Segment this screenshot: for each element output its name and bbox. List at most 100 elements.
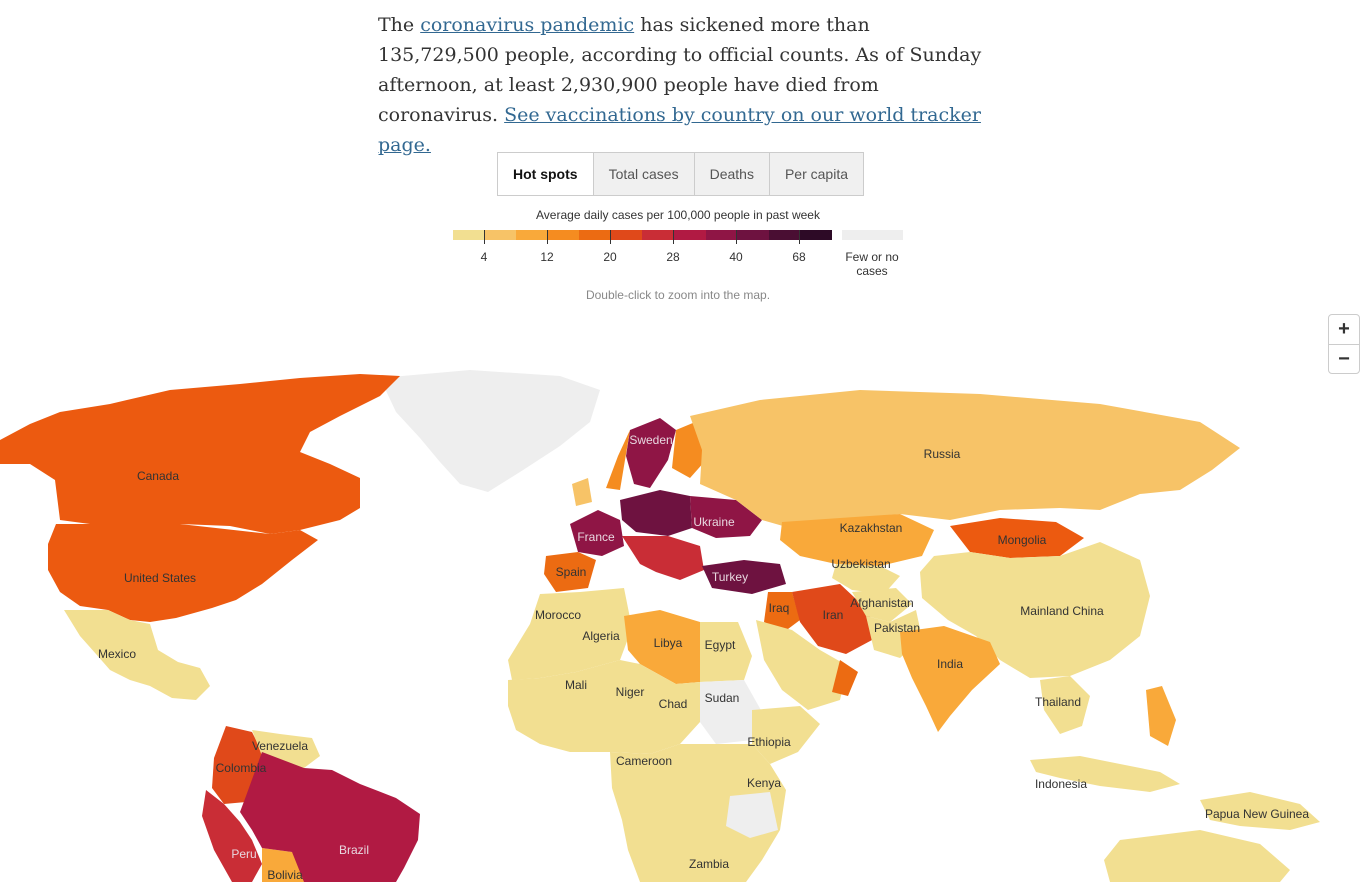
legend-no-cases-swatch bbox=[842, 230, 903, 240]
coronavirus-pandemic-link[interactable]: coronavirus pandemic bbox=[420, 14, 635, 36]
region-spain[interactable] bbox=[544, 552, 596, 592]
region-colombia[interactable] bbox=[212, 726, 262, 804]
region-bolivia[interactable] bbox=[262, 848, 310, 882]
legend-no-cases-label: Few or no cases bbox=[845, 250, 899, 278]
region-thailand[interactable] bbox=[1040, 676, 1090, 734]
region-mongolia[interactable] bbox=[950, 518, 1084, 558]
region-uk[interactable] bbox=[572, 478, 592, 506]
label-russia: Russia bbox=[924, 447, 961, 461]
zoom-out-button[interactable]: − bbox=[1338, 348, 1350, 370]
region-sweden[interactable] bbox=[626, 418, 676, 488]
region-oman[interactable] bbox=[832, 660, 858, 696]
legend-swatch bbox=[674, 230, 706, 240]
region-central-europe[interactable] bbox=[620, 490, 692, 536]
label-kazakhstan: Kazakhstan bbox=[840, 521, 903, 535]
region-egypt[interactable] bbox=[700, 622, 752, 682]
region-peru[interactable] bbox=[202, 790, 262, 882]
region-australia[interactable] bbox=[1104, 830, 1290, 882]
region-iraq[interactable] bbox=[764, 592, 800, 632]
label-libya: Libya bbox=[654, 636, 683, 650]
tab-hot-spots[interactable]: Hot spots bbox=[498, 153, 594, 195]
region-sudan[interactable] bbox=[700, 680, 762, 744]
label-mainland-china: Mainland China bbox=[1020, 604, 1104, 618]
legend-tick-label: 20 bbox=[603, 250, 617, 264]
region-united-states[interactable] bbox=[48, 524, 318, 622]
world-tracker-link[interactable]: See vaccinations by country on our world… bbox=[378, 104, 981, 156]
region-italy-balkans[interactable] bbox=[622, 536, 704, 580]
label-uzbekistan: Uzbekistan bbox=[831, 557, 890, 571]
zoom-in-button[interactable]: + bbox=[1329, 315, 1359, 345]
label-thailand: Thailand bbox=[1035, 695, 1081, 709]
region-tanzania[interactable] bbox=[726, 792, 778, 838]
label-sudan: Sudan bbox=[705, 691, 740, 705]
label-cameroon: Cameroon bbox=[616, 754, 672, 768]
legend-swatch bbox=[579, 230, 611, 240]
legend-tick bbox=[736, 230, 737, 244]
label-venezuela: Venezuela bbox=[252, 739, 308, 753]
region-ukraine[interactable] bbox=[690, 496, 762, 538]
label-canada: Canada bbox=[137, 469, 179, 483]
region-iran[interactable] bbox=[792, 584, 872, 654]
tab-total-cases[interactable]: Total cases bbox=[593, 153, 695, 195]
legend-title: Average daily cases per 100,000 people i… bbox=[536, 208, 820, 222]
legend-tick-label: 28 bbox=[666, 250, 680, 264]
legend-swatch bbox=[484, 230, 517, 240]
region-papua-new-guinea[interactable] bbox=[1200, 792, 1320, 830]
legend-tick bbox=[610, 230, 611, 244]
legend-swatch bbox=[705, 230, 738, 240]
legend-tick-label: 40 bbox=[729, 250, 743, 264]
legend-swatch bbox=[642, 230, 675, 240]
region-kazakhstan[interactable] bbox=[780, 514, 934, 566]
intro-text-start: The bbox=[378, 14, 421, 36]
intro-text-middle: has sickened more than 135,729,500 peopl… bbox=[378, 14, 982, 126]
region-brazil[interactable] bbox=[240, 752, 420, 882]
label-iraq: Iraq bbox=[769, 601, 790, 615]
label-mongolia: Mongolia bbox=[998, 533, 1047, 547]
legend-color-scale bbox=[453, 230, 832, 240]
region-france[interactable] bbox=[570, 510, 624, 556]
region-libya[interactable] bbox=[624, 610, 700, 684]
legend-swatch bbox=[768, 230, 801, 240]
region-ethiopia-east[interactable] bbox=[752, 706, 820, 764]
region-arabia[interactable] bbox=[756, 620, 848, 710]
label-zambia: Zambia bbox=[689, 857, 729, 871]
zoom-control: + − bbox=[1328, 314, 1360, 374]
region-mexico[interactable] bbox=[64, 610, 210, 700]
region-norway-finland[interactable] bbox=[606, 420, 706, 490]
region-mainland-china[interactable] bbox=[920, 542, 1150, 678]
region-canada[interactable] bbox=[0, 374, 400, 534]
region-sahel[interactable] bbox=[508, 660, 700, 754]
legend-tick bbox=[547, 230, 548, 244]
legend-tick bbox=[799, 230, 800, 244]
label-iran: Iran bbox=[823, 608, 844, 622]
label-spain: Spain bbox=[556, 565, 587, 579]
legend-tick-label: 68 bbox=[792, 250, 806, 264]
region-morocco-algeria[interactable] bbox=[508, 588, 632, 680]
region-greenland[interactable] bbox=[380, 370, 600, 492]
region-turkey[interactable] bbox=[702, 560, 786, 594]
region-india[interactable] bbox=[900, 626, 1000, 732]
region-indonesia[interactable] bbox=[1030, 756, 1180, 792]
label-afghanistan: Afghanistan bbox=[850, 596, 913, 610]
region-philippines[interactable] bbox=[1146, 686, 1176, 746]
label-indonesia: Indonesia bbox=[1035, 777, 1087, 791]
region-afghanistan[interactable] bbox=[852, 588, 912, 622]
region-russia[interactable] bbox=[690, 390, 1240, 528]
tab-per-capita[interactable]: Per capita bbox=[769, 153, 864, 195]
tab-deaths[interactable]: Deaths bbox=[694, 153, 770, 195]
label-algeria: Algeria bbox=[582, 629, 620, 643]
legend-tick bbox=[673, 230, 674, 244]
world-map[interactable]: Canada United States Mexico Venezuela Co… bbox=[0, 360, 1364, 882]
legend-swatch bbox=[610, 230, 643, 240]
legend-swatch bbox=[547, 230, 580, 240]
label-india: India bbox=[937, 657, 963, 671]
region-uzbekistan[interactable] bbox=[832, 564, 900, 594]
label-ukraine: Ukraine bbox=[693, 515, 735, 529]
label-papua-new-guinea: Papua New Guinea bbox=[1205, 807, 1309, 821]
label-kenya: Kenya bbox=[747, 776, 781, 790]
legend-swatch bbox=[453, 230, 485, 240]
region-central-south-africa[interactable] bbox=[610, 744, 786, 882]
label-brazil: Brazil bbox=[339, 843, 369, 857]
label-turkey: Turkey bbox=[712, 570, 748, 584]
legend-tick bbox=[484, 230, 485, 244]
